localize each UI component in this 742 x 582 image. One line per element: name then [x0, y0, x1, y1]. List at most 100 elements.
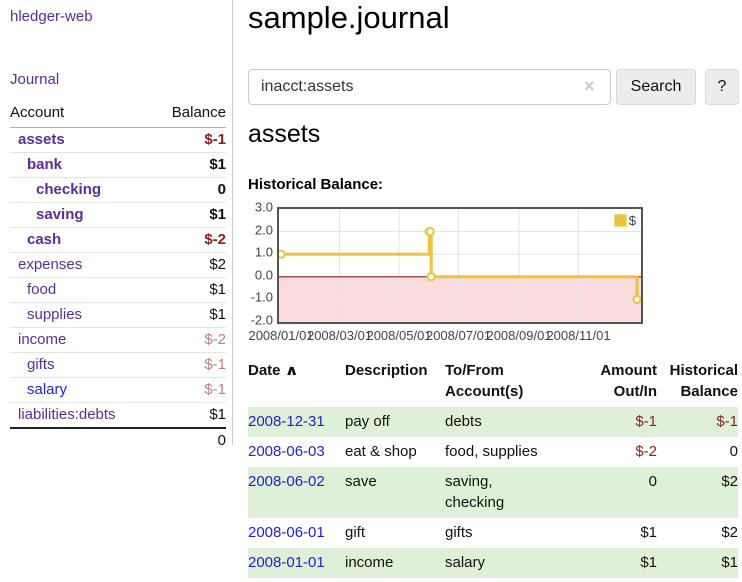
y-axis-tick-label: -2.0 — [250, 312, 273, 328]
transaction-balance-cell: $-1 — [716, 413, 738, 431]
balance-column-header: Balance — [152, 102, 226, 128]
brand-link[interactable]: hledger-web — [10, 8, 93, 25]
account-row: cash $-2 — [10, 227, 226, 253]
sidebar-account-cash[interactable]: cash — [27, 231, 62, 248]
register-row: 2008-06-03 eat & shop food, supplies $-2 0 — [248, 437, 738, 467]
transaction-amount-cell: 0 — [648, 473, 657, 491]
search-bar: × Search ? — [248, 69, 742, 105]
transaction-date-link[interactable]: 2008-06-03 — [248, 443, 325, 461]
sidebar-account-checking[interactable]: checking — [36, 181, 102, 198]
total-balance: 0 — [152, 427, 226, 453]
transaction-date-link[interactable]: 2008-06-02 — [248, 473, 325, 491]
transaction-balance-cell: 0 — [729, 443, 738, 461]
sidebar-account-liabilities-debts[interactable]: liabilities:debts — [18, 406, 116, 423]
account-row: food $1 — [10, 277, 226, 303]
x-axis-tick-label: 2008/03/01 — [306, 328, 373, 343]
register-header-date[interactable]: Date ∧ — [248, 358, 345, 407]
chart-legend: $ — [613, 213, 636, 228]
transaction-accounts-cell: saving, checking — [445, 473, 505, 512]
description-header-label: Description — [345, 362, 428, 379]
x-axis-tick-label: 2008/01/01 — [248, 328, 314, 343]
transaction-date-link[interactable]: 2008-06-01 — [248, 524, 325, 542]
account-balance: $1 — [152, 402, 226, 429]
sidebar: hledger-web Journal Account Balance asse… — [0, 0, 233, 453]
transaction-date-cell: 2008-12-31 — [248, 407, 345, 437]
transaction-amount-cell: $1 — [640, 524, 657, 542]
register-table: Date ∧ Description To/From Account(s) Amo… — [248, 358, 738, 579]
account-column-header: Account — [10, 102, 153, 128]
transaction-accounts-cell: gifts — [445, 524, 473, 542]
account-balance: $2 — [152, 252, 226, 278]
sidebar-account-bank[interactable]: bank — [27, 156, 63, 173]
account-balance: $1 — [152, 277, 226, 303]
register-header-amount: Amount Out/In — [557, 358, 657, 407]
main-content: sample.journal × Search ? assets Histori… — [248, 0, 742, 582]
balance-header-line1: Historical — [669, 362, 738, 379]
account-balance: $-2 — [152, 327, 226, 353]
clear-search-icon[interactable]: × — [584, 76, 595, 96]
balance-chart-plot: $ — [277, 207, 643, 324]
transaction-description-cell: eat & shop — [345, 443, 417, 461]
register-header-accounts: To/From Account(s) — [445, 358, 557, 407]
help-button[interactable]: ? — [705, 69, 739, 105]
sort-ascending-icon: ∧ — [284, 362, 299, 378]
transaction-date-cell: 2008-01-01 — [248, 548, 345, 578]
register-row: 2008-12-31 pay off debts $-1 $-1 — [248, 407, 738, 438]
account-row: gifts $-1 — [10, 352, 226, 378]
y-axis-tick-label: 3.0 — [254, 199, 273, 215]
account-tree-total-row: 0 — [10, 427, 226, 453]
transaction-date-cell: 2008-06-02 — [248, 467, 345, 518]
sidebar-account-income[interactable]: income — [18, 331, 67, 348]
search-button[interactable]: Search — [616, 69, 696, 105]
account-row: assets $-1 — [10, 127, 226, 153]
amount-header-line2: Out/In — [613, 382, 657, 400]
x-axis-tick-label: 2008/05/01 — [366, 328, 432, 343]
register-row: 2008-01-01 income salary $1 $1 — [248, 548, 738, 579]
transaction-description-cell: income — [345, 554, 394, 572]
register-row: 2008-06-02 save saving, checking 0 $2 — [248, 467, 738, 519]
account-tree-table: Account Balance assets $-1 bank $1 checking 0… — [10, 102, 226, 453]
account-name-cell: supplies — [10, 302, 153, 328]
legend-swatch-icon — [613, 214, 627, 227]
sidebar-item-journal[interactable]: Journal — [10, 71, 60, 88]
account-row: liabilities:debts $1 — [10, 402, 226, 429]
account-balance: $-1 — [152, 127, 226, 153]
sidebar-account-salary[interactable]: salary — [27, 381, 68, 398]
account-name-cell: bank — [10, 152, 153, 178]
register-header-row: Date ∧ Description To/From Account(s) Amo… — [248, 358, 738, 407]
sidebar-account-food[interactable]: food — [27, 281, 57, 298]
account-balance: 0 — [152, 177, 226, 203]
sidebar-account-gifts[interactable]: gifts — [27, 356, 55, 373]
search-input[interactable] — [248, 69, 611, 105]
account-name-cell: salary — [10, 377, 153, 403]
account-tree-body: assets $-1 bank $1 checking 0 saving $1 cash $-2 e… — [10, 127, 226, 429]
transaction-accounts-cell: food, supplies — [445, 443, 538, 461]
account-balance: $-1 — [152, 377, 226, 403]
account-balance: $-2 — [152, 227, 226, 253]
account-name-cell: assets — [10, 127, 153, 153]
y-axis-tick-label: 2.0 — [254, 222, 273, 238]
transaction-date-link[interactable]: 2008-01-01 — [248, 554, 325, 572]
transaction-date-cell: 2008-06-03 — [248, 437, 345, 467]
sidebar-account-saving[interactable]: saving — [36, 206, 84, 223]
account-row: supplies $1 — [10, 302, 226, 328]
sidebar-account-assets[interactable]: assets — [18, 131, 65, 148]
account-row: salary $-1 — [10, 377, 226, 403]
tofrom-header-line2: Account(s) — [445, 382, 524, 400]
register-header-description: Description — [345, 358, 445, 407]
account-name-cell: gifts — [10, 352, 153, 378]
account-row: saving $1 — [10, 202, 226, 228]
account-balance: $1 — [152, 152, 226, 178]
date-header-label: Date — [248, 362, 281, 379]
amount-header-line1: Amount — [600, 362, 657, 379]
sidebar-account-expenses[interactable]: expenses — [18, 256, 83, 273]
y-axis-tick-label: 1.0 — [254, 244, 273, 260]
register-header-balance: Historical Balance — [657, 358, 738, 407]
transaction-balance-cell: $2 — [721, 524, 738, 542]
x-axis-tick-label: 2008/11/01 — [546, 328, 611, 343]
historical-balance-chart: 3.0 2.0 1.0 0.0 -1.0 -2.0 $ 2008/01/01 2008/03… — [248, 200, 668, 348]
transaction-description-cell: pay off — [345, 413, 390, 431]
sidebar-account-supplies[interactable]: supplies — [27, 306, 83, 323]
transaction-date-link[interactable]: 2008-12-31 — [248, 413, 325, 431]
